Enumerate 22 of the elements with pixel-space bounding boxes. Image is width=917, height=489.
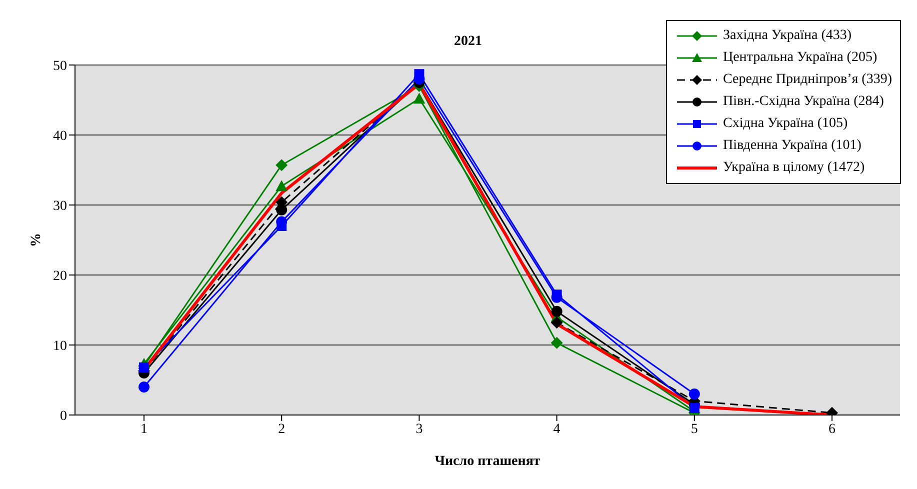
x-tick-label: 4 [553, 422, 560, 437]
legend-label: Східна Україна (105) [722, 116, 848, 132]
y-tick-label: 40 [53, 128, 67, 144]
legend-label: Півн.-Східна Україна (284) [722, 94, 884, 110]
y-tick-label: 20 [53, 268, 67, 284]
x-tick-label: 6 [828, 422, 836, 437]
legend-label: Середнє Придніпров’я (339) [722, 72, 892, 88]
x-tick-label: 1 [140, 422, 148, 437]
y-tick-label: 30 [53, 198, 67, 214]
x-tick-label: 3 [416, 422, 423, 437]
legend-label: Західна Україна (433) [722, 28, 852, 44]
y-tick-label: 0 [60, 408, 67, 424]
legend-label: Україна в цілому (1472) [722, 160, 865, 176]
chart-title: 2021 [454, 34, 482, 49]
x-tick-label: 5 [690, 422, 698, 437]
y-tick-label: 50 [53, 58, 67, 74]
y-axis-title: % [28, 233, 44, 247]
legend-label: Центральна Україна (205) [722, 50, 878, 66]
y-tick-label: 10 [53, 338, 67, 354]
x-axis-title: Число пташенят [434, 454, 540, 469]
legend-label: Південна Україна (101) [722, 138, 862, 154]
x-tick-label: 2 [278, 422, 286, 437]
